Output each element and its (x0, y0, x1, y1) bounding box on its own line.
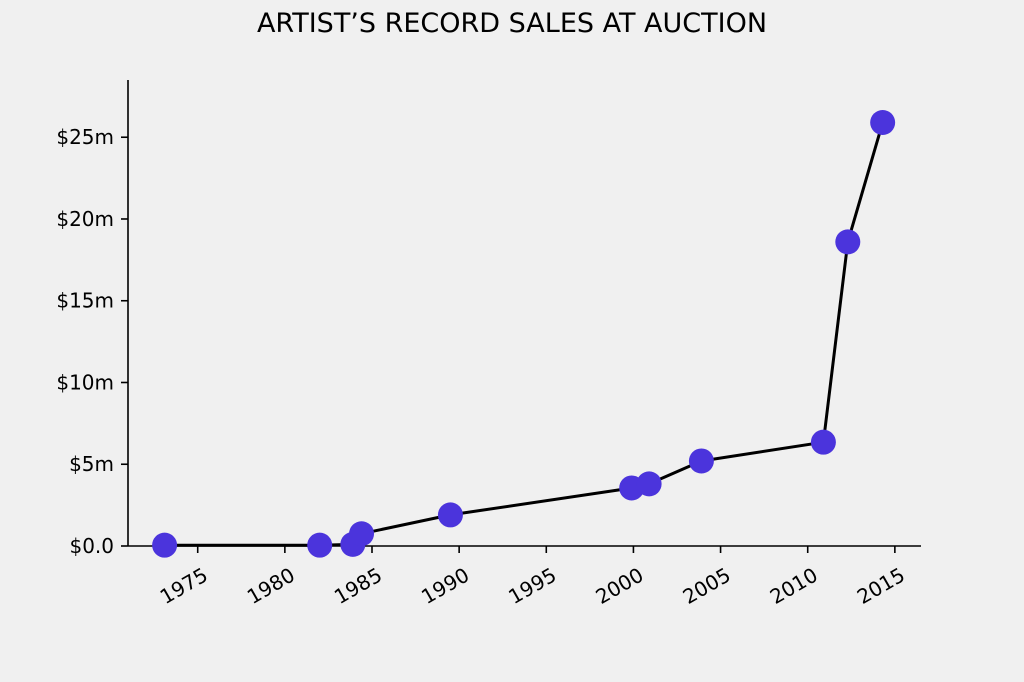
x-tick-label: 1990 (417, 563, 473, 609)
x-tick-label: 1980 (243, 563, 299, 609)
x-tick-label: 1985 (330, 563, 386, 609)
y-tick-label: $25m (56, 125, 114, 149)
data-point (307, 532, 333, 558)
x-tick-label: 1995 (504, 563, 560, 609)
y-tick-label: $20m (56, 207, 114, 231)
data-point (835, 229, 861, 255)
data-point (437, 502, 463, 528)
x-tick-label: 2015 (853, 563, 909, 609)
y-tick-label: $10m (56, 370, 114, 394)
data-point (688, 448, 714, 474)
data-point (349, 521, 375, 547)
x-tick-label: 2010 (766, 563, 822, 609)
chart-title: ARTIST’S RECORD SALES AT AUCTION (256, 8, 768, 39)
data-point (152, 532, 178, 558)
series-line (164, 122, 885, 547)
x-tick-label: 1975 (156, 563, 212, 609)
data-point (870, 110, 896, 136)
data-point (810, 429, 836, 455)
y-tick-label: $15m (56, 289, 114, 313)
x-tick-label: 2005 (679, 563, 735, 609)
y-tick-label: $5m (69, 452, 114, 476)
data-point (636, 471, 662, 497)
x-tick-label: 2000 (591, 563, 647, 609)
y-tick-label: $0.0 (69, 534, 114, 558)
